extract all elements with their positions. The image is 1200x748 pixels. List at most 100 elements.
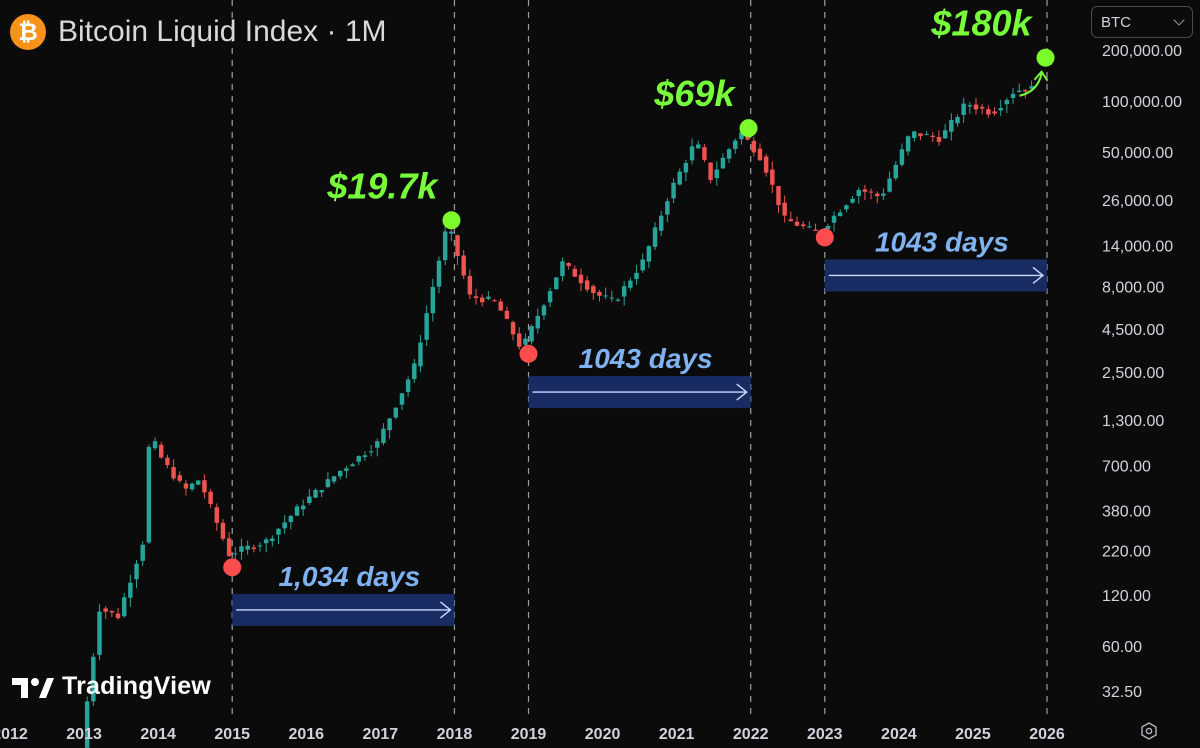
x-tick-label: 2018 — [437, 726, 473, 743]
candle-body — [770, 169, 775, 185]
candle-body — [844, 205, 849, 210]
candle — [270, 535, 275, 547]
candle — [905, 135, 911, 156]
candle-body — [152, 441, 158, 449]
candle-body — [788, 219, 794, 222]
candle-body — [535, 315, 540, 329]
candle-body — [881, 193, 886, 196]
candle-body — [615, 299, 621, 301]
candle-body — [949, 119, 954, 132]
candle — [609, 290, 615, 302]
candle — [646, 245, 652, 269]
candle-body — [603, 295, 608, 297]
candle — [146, 444, 152, 544]
candle-body — [1017, 90, 1022, 92]
candle-body — [412, 363, 417, 380]
x-axis[interactable]: 2012 2013 2014 2015 2016 2017 2018 2019 2020 2021… — [0, 726, 1065, 743]
candle-body — [331, 476, 337, 482]
candle — [152, 437, 158, 451]
candle — [245, 540, 250, 555]
candle-body — [868, 191, 874, 193]
candle-body — [776, 186, 781, 206]
candle-body — [973, 104, 979, 110]
candle — [473, 288, 479, 305]
candle-body — [677, 171, 682, 185]
candle-body — [714, 169, 719, 179]
days-label: 1043 days — [875, 226, 1009, 257]
candle — [677, 168, 682, 186]
candle-body — [307, 496, 312, 503]
candle-body — [282, 522, 287, 529]
candle-body — [146, 446, 152, 543]
candle-body — [189, 483, 195, 490]
candle — [442, 223, 448, 266]
candle — [121, 593, 127, 618]
candle-body — [368, 451, 374, 453]
y-axis[interactable]: 200,000.00 100,000.00 50,000.00 26,000.00 14… — [1102, 43, 1182, 701]
candle-body — [529, 326, 534, 342]
y-tick-label: 1,300.00 — [1102, 413, 1164, 430]
y-tick-label: 4,500.00 — [1102, 322, 1164, 339]
candle — [757, 143, 763, 162]
peak-marker — [739, 119, 758, 138]
candle — [251, 544, 257, 553]
candle-body — [294, 506, 300, 516]
bitcoin-logo-icon: ₿ — [10, 14, 46, 50]
candle-body — [1023, 89, 1028, 92]
candle-body — [84, 701, 90, 748]
candle — [597, 289, 602, 302]
candle — [455, 234, 460, 266]
candle-body — [683, 163, 689, 173]
candle — [510, 320, 516, 341]
candle-body — [97, 611, 102, 655]
x-tick-label: 2024 — [881, 726, 917, 743]
candle — [535, 308, 540, 334]
candle — [665, 197, 670, 223]
candle-body — [658, 215, 664, 231]
candle — [263, 537, 269, 553]
candle-body — [930, 135, 936, 138]
candle-body — [134, 563, 139, 580]
curved-arrow-head — [1033, 70, 1049, 82]
candle — [208, 488, 213, 508]
candle — [881, 188, 886, 200]
candle — [591, 284, 596, 300]
candle — [356, 455, 361, 466]
candle-body — [325, 479, 331, 487]
y-tick-label: 60.00 — [1102, 639, 1142, 656]
symbol-label: BTC — [1101, 13, 1131, 31]
chart-header: ₿ Bitcoin Liquid Index · 1M — [10, 14, 387, 50]
days-label: 1043 days — [579, 343, 713, 374]
candle — [344, 465, 349, 479]
candle-body — [800, 224, 806, 227]
candle-body — [196, 480, 201, 485]
tradingview-logo-icon — [12, 677, 54, 698]
candle — [961, 97, 966, 124]
candle-body — [967, 105, 973, 107]
candle — [566, 262, 571, 270]
cycle-span: 1,034 days — [232, 561, 455, 626]
candle — [831, 211, 837, 232]
candle-body — [986, 109, 991, 115]
candle-body — [387, 418, 392, 431]
candle-body — [1004, 99, 1010, 105]
candle-body — [905, 136, 911, 152]
x-tick-label: 2021 — [659, 726, 695, 743]
candle-body — [418, 342, 423, 367]
y-tick-label: 380.00 — [1102, 503, 1151, 520]
candle — [350, 462, 355, 467]
settings-icon[interactable] — [1140, 722, 1158, 740]
peak-marker — [442, 211, 461, 230]
candle — [128, 574, 133, 607]
candle — [307, 489, 312, 506]
candle-body — [486, 296, 491, 299]
days-label: 1,034 days — [278, 561, 420, 592]
candle-body — [245, 545, 250, 550]
cycle-spans-layer: 1,034 days 1043 days 1043 days — [232, 226, 1047, 626]
candle — [276, 528, 281, 545]
symbol-selector[interactable]: BTC — [1091, 6, 1193, 38]
candle-body — [924, 134, 929, 136]
candle — [979, 103, 985, 115]
candle — [239, 538, 244, 560]
